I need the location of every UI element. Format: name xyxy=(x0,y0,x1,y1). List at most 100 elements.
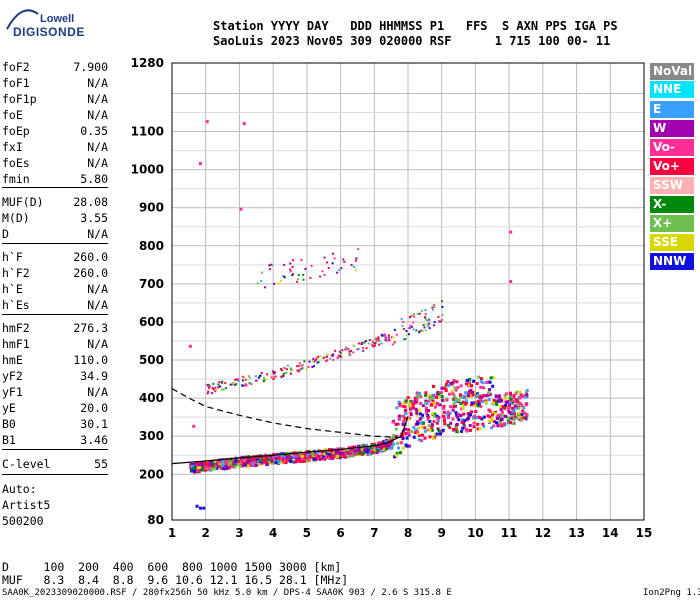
echo-point xyxy=(263,379,266,382)
echo-point xyxy=(398,404,402,408)
echo-point xyxy=(404,432,408,436)
echo-point xyxy=(300,454,304,458)
echo-point xyxy=(392,336,395,339)
logo-lowell: Lowell xyxy=(40,13,75,25)
echo-point xyxy=(421,404,425,408)
echo-point xyxy=(424,408,428,412)
echo-point xyxy=(257,460,261,464)
header-line-2: SaoLuis 2023 Nov05 309 020000 RSF 1 715 … xyxy=(213,34,611,48)
echo-point xyxy=(332,358,335,361)
echo-point xyxy=(501,404,505,408)
echo-point xyxy=(353,265,356,268)
echo-point xyxy=(412,425,416,429)
echo-point xyxy=(415,422,419,426)
param-label: h`E xyxy=(2,282,23,296)
echo-point xyxy=(283,276,286,279)
footer-version: Ion2Png 1.3.17 xyxy=(643,588,700,598)
echo-point xyxy=(380,446,384,450)
param-value: N/A xyxy=(87,76,108,90)
echo-point xyxy=(440,398,444,402)
echo-point xyxy=(216,460,220,464)
echo-point xyxy=(296,365,299,368)
echo-point xyxy=(467,383,471,387)
echo-point xyxy=(204,468,208,472)
echo-point xyxy=(423,316,426,319)
echo-point xyxy=(204,465,208,469)
echo-point xyxy=(374,341,377,344)
x-tick-label: 11 xyxy=(501,526,518,540)
echo-point xyxy=(296,280,299,283)
echo-point xyxy=(508,421,512,425)
echo-point xyxy=(455,430,459,434)
echo-point xyxy=(273,371,276,374)
echo-point xyxy=(271,264,274,267)
param-value: 3.46 xyxy=(80,433,108,447)
echo-point xyxy=(443,386,447,390)
echo-point xyxy=(509,393,513,397)
echo-point xyxy=(323,457,327,461)
echo-point xyxy=(520,404,524,408)
echo-point xyxy=(505,401,509,405)
echo-point xyxy=(367,342,370,345)
echo-point xyxy=(454,388,458,392)
echo-point xyxy=(225,387,228,390)
echo-point xyxy=(324,356,327,359)
echo-point xyxy=(297,274,300,277)
param-row-fof2: foF2 7.900 xyxy=(2,60,108,75)
echo-point xyxy=(449,405,453,409)
echo-point xyxy=(419,421,423,425)
echo-point xyxy=(254,463,258,467)
echo-point xyxy=(229,464,233,468)
param-label: D xyxy=(2,227,9,241)
echo-point xyxy=(443,419,447,423)
echo-point xyxy=(232,462,236,466)
echo-point xyxy=(388,339,391,342)
echo-point xyxy=(364,447,368,451)
echo-point xyxy=(298,362,301,365)
echo-point xyxy=(324,448,328,452)
echo-point xyxy=(496,414,500,418)
echo-point xyxy=(494,400,498,404)
x-tick-label: 6 xyxy=(336,526,344,540)
profile-solid-line xyxy=(171,416,409,465)
echo-point xyxy=(241,461,245,465)
echo-point xyxy=(279,457,283,461)
echo-point xyxy=(340,355,343,358)
echo-point xyxy=(274,457,278,461)
echo-point xyxy=(500,410,504,414)
echo-point xyxy=(462,396,466,400)
echo-point xyxy=(304,267,307,270)
echo-point xyxy=(432,401,436,405)
echo-point xyxy=(484,394,488,398)
echo-point xyxy=(275,455,279,459)
param-label: MUF(D) xyxy=(2,195,44,209)
echo-point xyxy=(436,416,440,420)
echo-point xyxy=(504,415,508,419)
echo-point xyxy=(302,273,305,276)
echo-point xyxy=(420,329,423,332)
echo-point xyxy=(514,406,518,410)
echo-point xyxy=(219,460,223,464)
echo-point xyxy=(334,349,337,352)
echo-point xyxy=(435,414,439,418)
y-tick-label: 700 xyxy=(139,277,164,291)
echo-point xyxy=(457,412,461,416)
echo-point xyxy=(376,444,380,448)
param-value: N/A xyxy=(87,140,108,154)
echo-point xyxy=(403,409,407,413)
echo-point xyxy=(289,262,292,265)
echo-point xyxy=(413,399,417,403)
echo-point xyxy=(424,391,428,395)
echo-point xyxy=(241,379,244,382)
echo-point xyxy=(471,393,475,397)
echo-point xyxy=(500,399,504,403)
echo-point xyxy=(237,457,241,461)
echo-point xyxy=(349,349,352,352)
echo-point xyxy=(242,122,246,126)
echo-point xyxy=(401,436,405,440)
echo-point xyxy=(308,455,312,459)
echo-point xyxy=(279,279,282,282)
echo-point xyxy=(362,349,365,352)
echo-point xyxy=(324,455,328,459)
echo-point xyxy=(307,365,310,368)
